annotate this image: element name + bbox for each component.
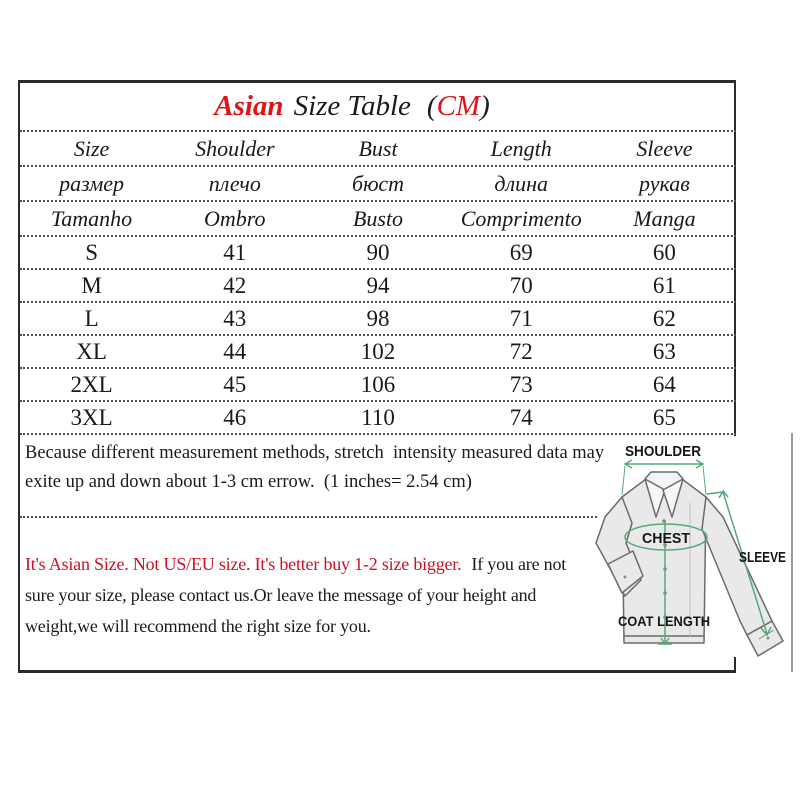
value-cell: 46 [223,405,247,430]
header-cell: Sleeve [636,136,693,161]
header-cell: рукав [639,171,690,196]
value-cell: 45 [223,372,247,397]
header-cell: Size [73,136,110,161]
size-cell: M [81,273,102,298]
size-cell: 3XL [70,405,113,430]
header-cell: Tamanho [51,206,133,231]
chest-measure-ellipse [624,523,708,551]
value-cell: 102 [360,339,396,364]
value-cell: 106 [360,372,396,397]
table-title: Asian Size Table (CM) [0,83,710,129]
sleeve-label: SLEEVE [739,549,786,566]
coat-length-label: COAT LENGTH [618,613,710,629]
warning-line-1: It's Asian Size. Not US/EU size. It's be… [25,549,635,580]
header-cell: размер [59,171,125,196]
value-cell: 61 [652,273,676,298]
size-table: Size Shoulder Bust Length Sleeve размер … [20,130,736,435]
size-cell: S [85,240,98,265]
table-row-l: L 43 98 71 62 [20,301,736,334]
value-cell: 43 [223,306,247,331]
size-cell: 2XL [70,372,113,397]
size-cell: XL [76,339,107,364]
value-cell: 72 [509,339,533,364]
header-row-english: Size Shoulder Bust Length Sleeve [20,130,736,165]
table-row-m: M 42 94 70 61 [20,268,736,301]
warning-line-3: weight,we will recommend the right size … [25,616,371,636]
value-cell: 70 [509,273,533,298]
shirt-outline [595,471,784,657]
diagram-labels: SHOULDER CHEST SLEEVE COAT LENGTH [618,443,786,629]
value-cell: 62 [652,306,676,331]
value-cell: 65 [652,405,676,430]
header-cell: Bust [358,136,398,161]
value-cell: 73 [509,372,533,397]
header-cell: плечо [208,171,261,196]
value-cell: 42 [223,273,247,298]
right-panel-edge [791,433,793,672]
panel-right-border-bottom [734,657,736,670]
value-cell: 69 [509,240,533,265]
title-unit-text: CM [436,90,481,122]
warning-red-text: It's Asian Size. Not US/EU size. It's be… [25,554,462,574]
value-cell: 74 [509,405,533,430]
header-cell: Ombro [204,206,266,231]
value-cell: 60 [652,240,676,265]
header-cell: Comprimento [460,206,582,231]
header-cell: Busto [352,206,404,231]
shoulder-label: SHOULDER [625,443,701,460]
chest-label: CHEST [642,530,690,547]
value-cell: 110 [361,405,395,430]
size-warning: It's Asian Size. Not US/EU size. It's be… [25,549,635,642]
title-close-paren: ) [480,90,490,122]
shirt-measurement-diagram: SHOULDER CHEST SLEEVE COAT LENGTH [595,443,786,657]
value-cell: 98 [366,306,390,331]
measurement-note: Because different measurement methods, s… [25,439,604,497]
header-cell: Shoulder [195,136,275,161]
value-cell: 41 [223,240,247,265]
title-open-paren: ( [426,90,437,122]
size-cell: L [84,306,99,331]
value-cell: 71 [509,306,533,331]
header-cell: бюст [352,171,404,196]
panel-right-border-top [734,83,736,436]
size-table-panel: Asian Size Table (CM) Size Shoulder Bust L… [18,80,736,673]
header-row-russian: размер плечо бюст длина рукав [20,165,736,200]
table-row-3xl: 3XL 46 110 74 65 [20,400,736,433]
measurement-lines [621,459,775,646]
note-line-1: Because different measurement methods, s… [25,443,605,463]
header-row-portuguese: Tamanho Ombro Busto Comprimento Manga [20,200,736,235]
panel-bottom-border [20,670,736,673]
header-cell: Length [490,136,552,161]
note-line-2: exite up and down about 1-3 cm errow. (1… [25,472,472,492]
value-cell: 90 [366,240,390,265]
value-cell: 44 [223,339,247,364]
header-cell: Manga [633,206,696,231]
warning-black-start: If you are not [471,554,567,574]
value-cell: 64 [652,372,676,397]
title-rest-text: Size Table [293,90,411,122]
table-row-xl: XL 44 102 72 63 [20,334,736,367]
table-row-2xl: 2XL 45 106 73 64 [20,367,736,400]
header-cell: длина [494,171,549,196]
table-row-s: S 41 90 69 60 [20,235,736,268]
title-brand-text: Asian [214,90,284,122]
sleeve-measure-line [722,491,768,635]
warning-line-2: sure your size, please contact us.Or lea… [25,585,537,605]
value-cell: 63 [652,339,676,364]
value-cell: 94 [366,273,390,298]
dotted-divider [20,516,597,518]
